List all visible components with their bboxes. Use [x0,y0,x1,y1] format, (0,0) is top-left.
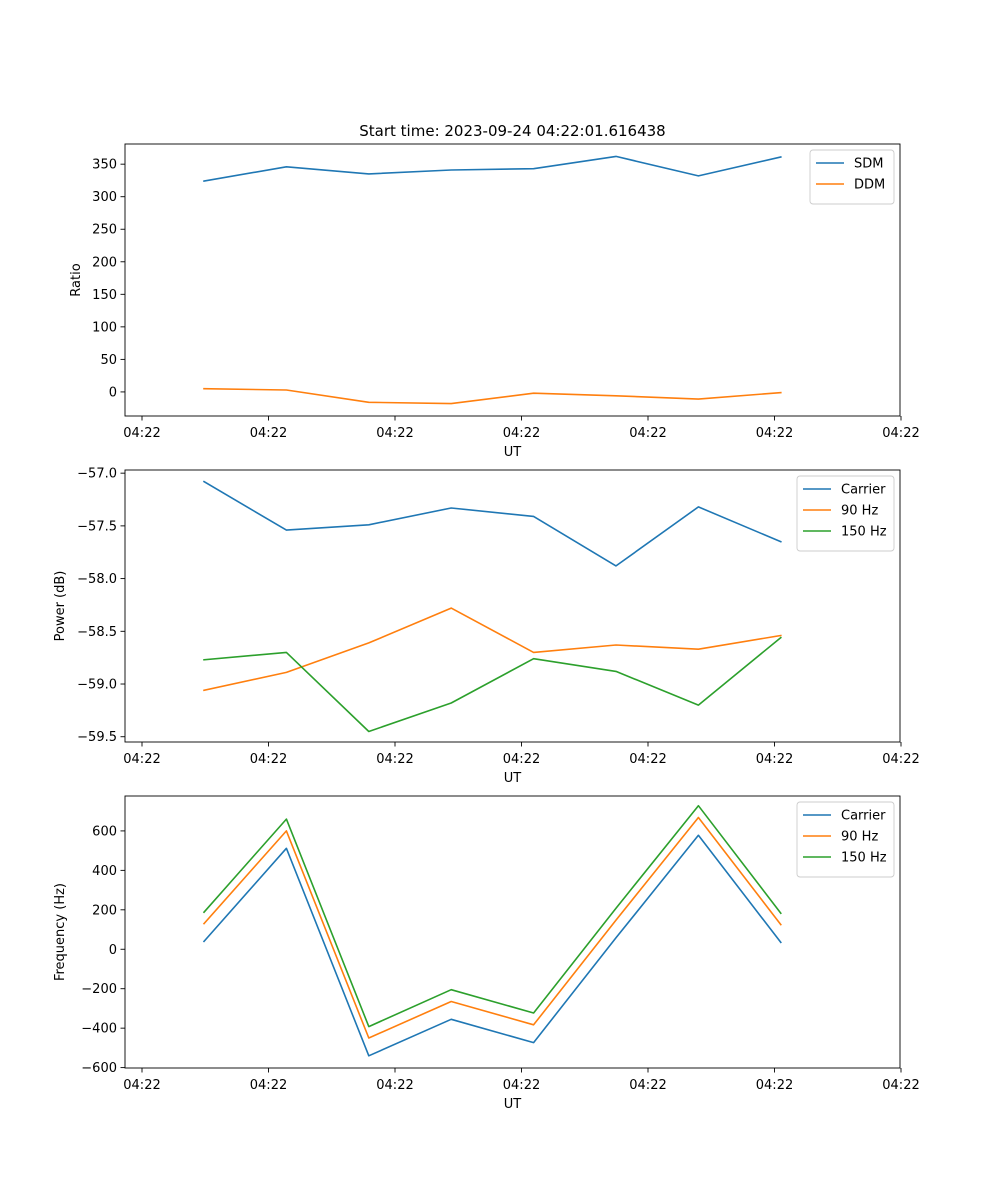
y-tick-label: 600 [92,824,117,839]
y-tick-label: 100 [92,320,117,335]
legend-label: Carrier [841,483,886,498]
y-tick-label: −600 [81,1061,117,1076]
subplot-1: 04:2204:2204:2204:2204:2204:2204:2204:23… [69,143,920,460]
series-line-90-hz [202,816,782,1039]
y-tick-label: −59.5 [77,730,117,745]
x-axis-label: UT [504,771,522,786]
legend: Carrier 90 Hz 150 Hz [796,475,895,552]
x-tick-label: 04:22 [250,1078,287,1093]
y-tick-label: 150 [92,288,117,303]
legend-label: 90 Hz [841,504,878,519]
subplot-3: 04:2204:2204:2204:2204:2204:2204:2204:23… [53,795,920,1112]
y-tick-label: −59.0 [77,678,117,693]
legend-label: SDM [854,157,883,172]
y-tick-label: −57.5 [77,519,117,534]
x-tick-label: 04:22 [376,752,413,767]
x-tick-label: 04:22 [376,1078,413,1093]
x-tick-label: 04:22 [250,426,287,441]
legend-frame [796,801,895,878]
subplot-2: 04:2204:2204:2204:2204:2204:2204:2204:23… [53,467,920,786]
x-tick-label: 04:22 [882,1078,919,1093]
y-tick-label: 200 [92,903,117,918]
x-tick-label: 04:22 [756,752,793,767]
y-axis-label: Power (dB) [53,571,68,642]
legend-label: DDM [854,178,885,193]
y-tick-label: 250 [92,223,117,238]
axes-frame [124,469,901,743]
x-tick-label: 04:22 [250,752,287,767]
legend-label: 150 Hz [841,851,887,866]
x-tick-label: 04:22 [503,1078,540,1093]
legend-label: 150 Hz [841,525,887,540]
legend: SDM DDM [809,149,895,205]
x-tick-label: 04:22 [882,426,919,441]
series-line-ddm [203,387,782,405]
y-tick-label: −58.5 [77,625,117,640]
legend-label: Carrier [841,809,886,824]
x-tick-label: 04:22 [123,426,160,441]
y-tick-label: −400 [81,1022,117,1037]
y-tick-label: −58.0 [77,572,117,587]
axes-frame [124,143,901,417]
x-tick-label: 04:22 [503,752,540,767]
x-axis-label: UT [504,445,522,460]
x-tick-label: 04:22 [756,426,793,441]
x-tick-label: 04:22 [629,426,666,441]
x-tick-label: 04:22 [123,752,160,767]
y-tick-label: 50 [100,353,117,368]
x-axis-label: UT [504,1097,522,1112]
series-line-90-hz [203,607,782,692]
x-tick-label: 04:22 [503,426,540,441]
y-axis-label: Frequency (Hz) [53,883,68,981]
x-tick-label: 04:22 [629,752,666,767]
x-tick-label: 04:22 [376,426,413,441]
y-tick-label: 0 [109,943,117,958]
y-axis-label: Ratio [69,263,84,296]
series-line-150-hz [203,636,782,733]
series-line-sdm [203,155,782,183]
series-line-carrier [202,480,782,567]
y-tick-label: −200 [81,982,117,997]
y-tick-label: 0 [109,385,117,400]
x-tick-label: 04:22 [629,1078,666,1093]
figure-title: Start time: 2023-09-24 04:22:01.616438 [359,122,665,140]
y-tick-label: 400 [92,864,117,879]
y-tick-label: 300 [92,190,117,205]
series-line-carrier [202,834,782,1057]
y-tick-label: 350 [92,158,117,173]
x-tick-label: 04:22 [756,1078,793,1093]
y-tick-label: 200 [92,255,117,270]
y-tick-label: −57.0 [77,467,117,482]
x-tick-label: 04:22 [123,1078,160,1093]
legend-label: 90 Hz [841,830,878,845]
legend: Carrier 90 Hz 150 Hz [796,801,895,878]
series-line-150-hz [202,804,782,1028]
x-tick-label: 04:22 [882,752,919,767]
legend-frame [796,475,895,552]
axes-frame [124,795,901,1069]
